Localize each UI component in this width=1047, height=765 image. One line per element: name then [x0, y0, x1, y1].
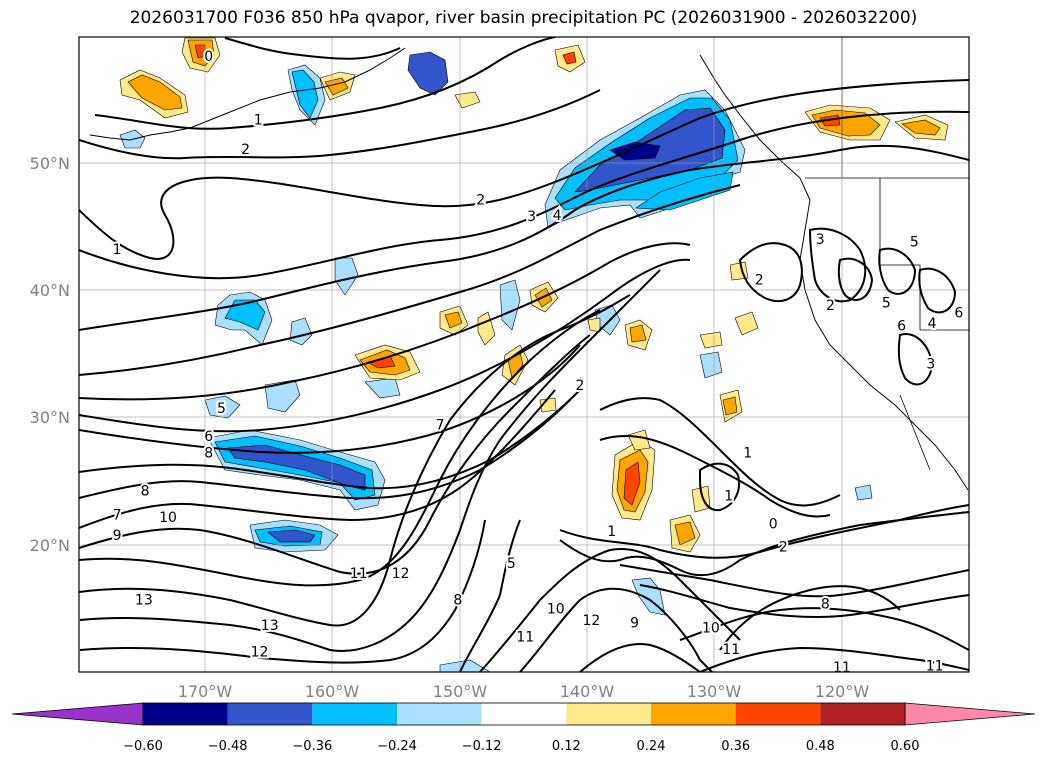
colorbar-extend-low — [11, 702, 144, 726]
lat-label-20n: 20°N — [30, 536, 70, 555]
colorbar-tick-label: −0.36 — [292, 739, 332, 754]
colorbar-segment — [566, 703, 651, 725]
colorbar-segment — [312, 703, 397, 725]
contour-label: 5 — [882, 295, 891, 311]
colorbar-frame — [142, 702, 906, 726]
colorbar-segment — [481, 703, 567, 725]
colorbar-tick-labels: −0.60 −0.48 −0.36 −0.24 −0.12 0.12 0.24 0.36 0.4… — [123, 739, 919, 754]
lon-label-170w: 170°W — [178, 682, 233, 701]
lon-label-150w: 150°W — [433, 682, 488, 701]
contour-label: 6 — [897, 318, 906, 334]
colorbar-segment — [820, 703, 905, 725]
colorbar-tick-label: 0.48 — [806, 739, 835, 754]
negative-anomaly-fills — [119, 51, 873, 672]
colorbar-tick-label: −0.60 — [123, 739, 163, 754]
contour-label: 11 — [926, 659, 944, 675]
contour-label: 2 — [476, 193, 485, 209]
colorbar-tick-label: −0.12 — [462, 739, 502, 754]
contour-label: 11 — [722, 642, 740, 658]
lat-label-30n: 30°N — [30, 408, 70, 427]
contour-label: 1 — [743, 445, 752, 461]
contour-label: 13 — [261, 618, 279, 634]
contour-label: 7 — [113, 508, 122, 524]
colorbar-tick-label: 0.60 — [891, 739, 920, 754]
contour-label: 1 — [607, 524, 616, 540]
positive-anomaly-fills — [119, 37, 949, 553]
contour-label: 2 — [241, 142, 250, 158]
map-frame — [78, 36, 970, 673]
contour-label: 4 — [553, 208, 562, 224]
contour-label: 10 — [702, 621, 720, 637]
lat-label-40n: 40°N — [30, 281, 70, 300]
lon-label-130w: 130°W — [687, 682, 742, 701]
contour-label: 9 — [630, 615, 639, 631]
contour-label: 8 — [141, 483, 150, 499]
contour-label: 3 — [816, 232, 825, 248]
colorbar-segment — [227, 703, 313, 725]
colorbar — [11, 702, 1036, 726]
map-title: 2026031700 F036 850 hPa qvapor, river ba… — [129, 8, 918, 28]
colorbar-tick-label: −0.24 — [377, 739, 417, 754]
lon-label-160w: 160°W — [305, 682, 360, 701]
contour-label: 12 — [392, 566, 410, 582]
contour-label: 5 — [507, 556, 516, 572]
contour-label: 11 — [350, 566, 368, 582]
colorbar-segment — [143, 703, 228, 725]
contour-label: 11 — [516, 629, 534, 645]
colorbar-tick-label: 0.12 — [552, 739, 581, 754]
colorbar-segment — [651, 703, 736, 725]
contour-label: 13 — [135, 593, 153, 609]
contour-label: 8 — [821, 596, 830, 612]
contour-label: 6 — [954, 306, 963, 322]
contour-label: 1 — [724, 488, 733, 504]
lat-label-50n: 50°N — [30, 154, 70, 173]
colorbar-extend-high — [904, 702, 1036, 726]
colorbar-tick-label: −0.48 — [208, 739, 248, 754]
contour-label: 2 — [779, 539, 788, 555]
contour-label: 6 — [204, 429, 213, 445]
contour-label: 5 — [910, 234, 919, 250]
contour-label: 2 — [755, 273, 764, 289]
contour-label: 4 — [928, 316, 937, 332]
contour-label: 8 — [204, 445, 213, 461]
contour-label: 12 — [251, 645, 269, 661]
qvapor-contours — [79, 37, 969, 672]
contour-label: 0 — [769, 516, 778, 532]
colorbar-tick-label: 0.36 — [721, 739, 750, 754]
contour-label: 3 — [926, 356, 935, 372]
contour-label: 0 — [204, 49, 213, 65]
contour-label: 11 — [833, 660, 851, 676]
contour-label: 10 — [547, 602, 565, 618]
latitude-tick-labels: 50°N 40°N 30°N 20°N — [30, 154, 70, 555]
contour-label: 7 — [436, 417, 445, 433]
contour-label: 12 — [582, 613, 600, 629]
contour-label: 1 — [254, 113, 263, 129]
longitude-tick-labels: 170°W 160°W 150°W 140°W 130°W 120°W — [178, 682, 870, 701]
contour-label: 2 — [575, 378, 584, 394]
contour-label: 2 — [826, 298, 835, 314]
colorbar-tick-label: 0.24 — [637, 739, 666, 754]
lon-label-120w: 120°W — [815, 682, 870, 701]
contour-label: 5 — [217, 401, 226, 417]
contour-label: 3 — [527, 209, 536, 225]
contour-label: 10 — [159, 510, 177, 526]
contour-label: 1 — [113, 242, 122, 258]
contour-label: 9 — [113, 528, 122, 544]
colorbar-segment — [735, 703, 821, 725]
lon-label-140w: 140°W — [560, 682, 615, 701]
contour-label: 8 — [453, 593, 462, 609]
colorbar-segment — [397, 703, 482, 725]
